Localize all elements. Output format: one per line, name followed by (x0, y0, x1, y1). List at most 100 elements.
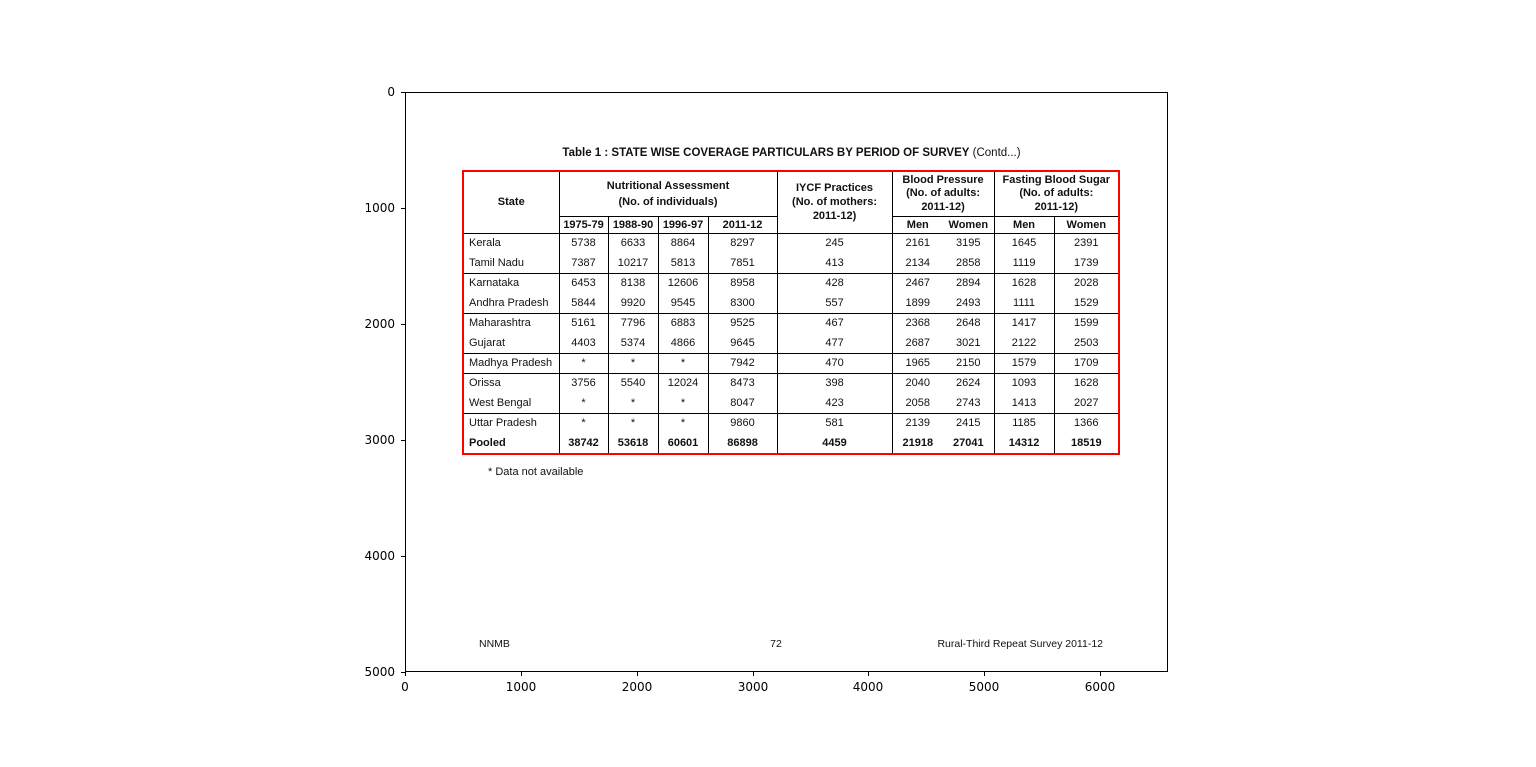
value-cell: 581 (776, 413, 893, 433)
x-tick-label: 4000 (852, 680, 884, 694)
value-cell: 27041 (952, 437, 984, 449)
value-cell: 1093 (993, 373, 1055, 393)
value-cell: 1628 (1053, 373, 1119, 393)
table-row: Maharashtra 5161 7796 6883 9525 467 2368 2648 14… (464, 313, 1119, 333)
value-cell: 1185 (993, 413, 1055, 433)
header-blood-pressure: Blood Pressure (No. of adults: 2011-12) (891, 172, 995, 217)
value-cell: 6633 (607, 233, 658, 253)
y-tick-mark (401, 92, 405, 93)
value-cell: 18519 (1053, 433, 1119, 453)
value-cell: 14312 (993, 433, 1055, 453)
header-fbs-men: Men (993, 216, 1055, 234)
value-cell: 1119 (993, 253, 1055, 274)
value-cell: 477 (776, 333, 893, 354)
value-cell: 3195 (956, 237, 981, 250)
value-cell: 5813 (657, 253, 708, 274)
value-cell: 9920 (607, 293, 658, 314)
value-cell: 2150 (943, 353, 995, 374)
value-cell: 9525 (707, 313, 778, 333)
value-cell: 413 (776, 253, 893, 274)
value-cell: 5161 (558, 313, 608, 333)
value-cell: 470 (776, 353, 893, 374)
table-row: Uttar Pradesh * * * 9860 581 2139 2415 1185 1366 (464, 413, 1119, 433)
value-cell: 2743 (943, 393, 995, 414)
value-cell: 2624 (956, 377, 981, 390)
document-title: Table 1 : STATE WISE COVERAGE PARTICULAR… (462, 147, 1121, 159)
table-header-row-sub: 1975-79 1988-90 1996-97 2011-12 Men Wome… (464, 216, 1119, 234)
header-year: 2011-12 (707, 216, 778, 234)
value-cell: 557 (776, 293, 893, 314)
value-cell: * (558, 393, 608, 414)
y-tick-mark (401, 440, 405, 441)
x-tick-mark (405, 672, 406, 676)
state-cell: West Bengal (464, 393, 559, 414)
document-title-suffix: (Contd...) (972, 147, 1021, 159)
y-tick-label: 0 (387, 85, 395, 99)
value-cell: 21918 (891, 433, 944, 453)
x-tick-label: 0 (401, 680, 409, 694)
value-cell: 2415 (956, 417, 981, 430)
state-cell: Maharashtra (469, 317, 531, 330)
y-tick-label: 2000 (364, 317, 395, 331)
x-tick-mark (753, 672, 754, 676)
header-fasting-blood-sugar: Fasting Blood Sugar (No. of adults: 2011… (993, 172, 1119, 217)
footer-survey-label: Rural-Third Repeat Survey 2011-12 (937, 638, 1103, 650)
value-cell: * (657, 393, 708, 414)
value-cell: 8864 (657, 233, 708, 253)
value-cell: 1628 (993, 273, 1055, 293)
table-row: Kerala 5738 6633 8864 8297 245 2161 3195 1645 239… (464, 233, 1119, 253)
value-cell: 7851 (707, 253, 778, 274)
value-cell: 1899 (891, 293, 944, 314)
page-footer: NNMB 72 Rural-Third Repeat Survey 2011-1… (406, 638, 1169, 652)
value-cell: 1417 (993, 313, 1055, 333)
footnote-data-not-available: * Data not available (488, 466, 584, 478)
table-row: Karnataka 6453 8138 12606 8958 428 2467 2894 162… (464, 273, 1119, 293)
value-cell: 428 (776, 273, 893, 293)
value-cell: 1599 (1053, 313, 1119, 333)
state-cell: Uttar Pradesh (469, 417, 537, 430)
x-tick-label: 6000 (1084, 680, 1116, 694)
header-nutritional-assessment: Nutritional Assessment (No. of individua… (558, 172, 778, 217)
value-cell: 1111 (993, 293, 1055, 314)
value-cell: 2503 (1053, 333, 1119, 354)
header-fbs-women: Women (1053, 216, 1119, 234)
value-cell: 7796 (607, 313, 658, 333)
value-cell: 7387 (558, 253, 608, 274)
state-cell: Orissa (469, 377, 501, 390)
value-cell: 4403 (558, 333, 608, 354)
value-cell: 38742 (558, 433, 608, 453)
value-cell: 4866 (657, 333, 708, 354)
value-cell: 5738 (558, 233, 608, 253)
table-row: Andhra Pradesh 5844 9920 9545 8300 557 1899 249… (464, 293, 1119, 314)
y-tick-label: 1000 (364, 201, 395, 215)
header-state: State (464, 172, 559, 234)
state-cell: Pooled (469, 437, 506, 449)
value-cell: 5844 (558, 293, 608, 314)
x-tick-mark (868, 672, 869, 676)
value-cell: 53618 (607, 433, 658, 453)
value-cell: 2894 (956, 277, 981, 290)
value-cell: 2687 (891, 333, 944, 354)
value-cell: 7942 (707, 353, 778, 374)
x-tick-label: 1000 (505, 680, 537, 694)
value-cell: 2161 (891, 233, 944, 253)
value-cell: 1529 (1053, 293, 1119, 314)
y-tick-mark (401, 324, 405, 325)
value-cell: 8958 (707, 273, 778, 293)
value-cell: 1366 (1053, 413, 1119, 433)
x-tick-label: 5000 (968, 680, 1000, 694)
header-iycf-practices: IYCF Practices (No. of mothers: 2011-12) (776, 172, 893, 234)
value-cell: 8138 (607, 273, 658, 293)
table-row: Gujarat 4403 5374 4866 9645 477 2687 3021 2122 25… (464, 333, 1119, 354)
value-cell: 9860 (707, 413, 778, 433)
value-cell: 1645 (993, 233, 1055, 253)
value-cell: 1413 (993, 393, 1055, 414)
value-cell: 9645 (707, 333, 778, 354)
value-cell: 10217 (607, 253, 658, 274)
value-cell: 2493 (943, 293, 995, 314)
value-cell: 245 (776, 233, 893, 253)
value-cell: 86898 (707, 433, 778, 453)
header-year: 1996-97 (657, 216, 708, 234)
value-cell: 467 (776, 313, 893, 333)
